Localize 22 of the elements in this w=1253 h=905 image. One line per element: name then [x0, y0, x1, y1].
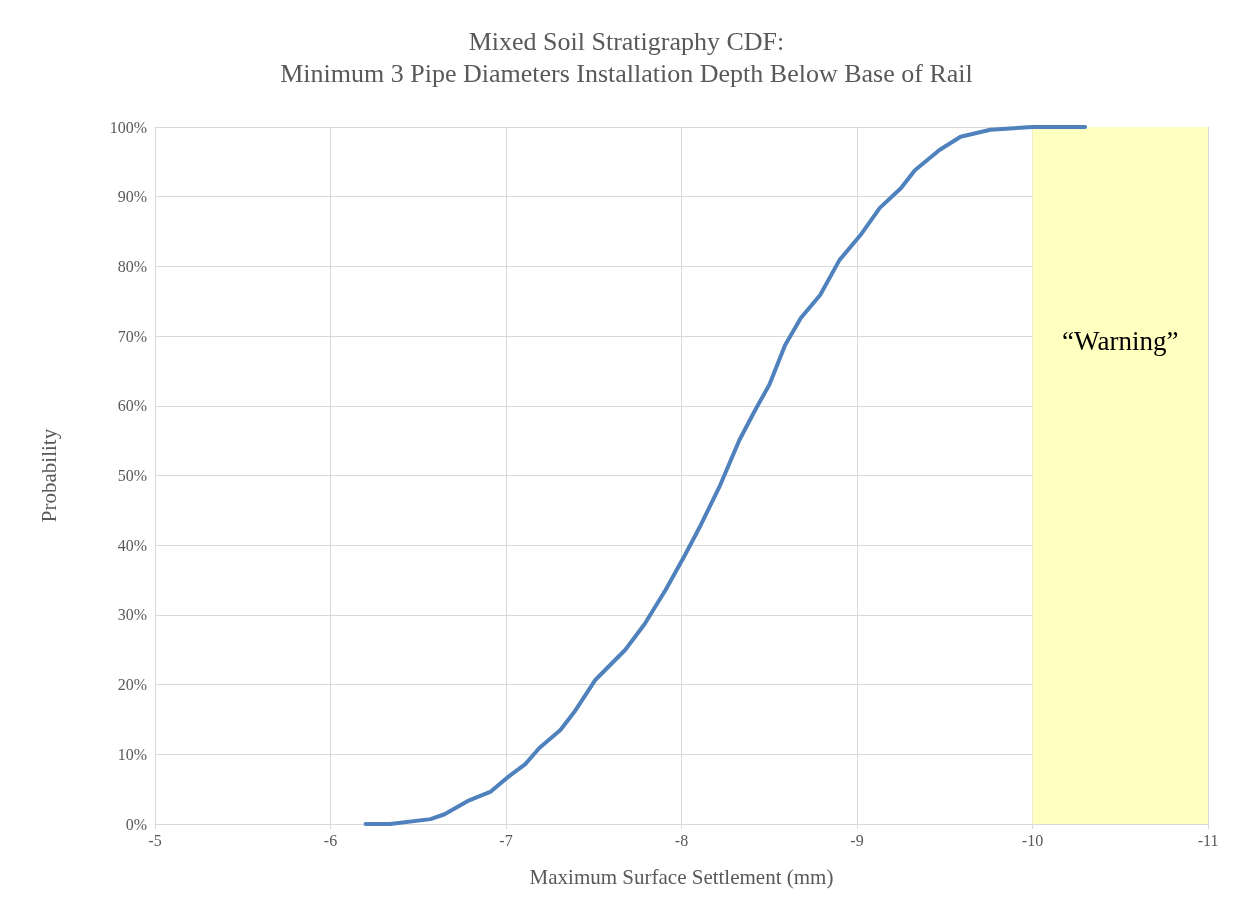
chart-title: Mixed Soil Stratigraphy CDF: Minimum 3 Pipe Diameters Installation Depth Below Base of Rail — [280, 26, 973, 88]
y-tick-label: 50% — [117, 467, 147, 484]
y-tick-label: 60% — [117, 397, 147, 415]
y-tick-label: 40% — [117, 536, 147, 554]
band-label: “Warning” — [1062, 325, 1179, 356]
x-axis-title: Maximum Surface Settlement (mm) — [529, 864, 834, 889]
x-tick-label: -7 — [499, 831, 513, 849]
y-tick-label: 90% — [117, 188, 147, 206]
y-tick-label: 70% — [117, 327, 147, 345]
x-tick-label: -9 — [850, 831, 864, 849]
y-tick-label: 10% — [117, 745, 147, 763]
x-tick-label: -11 — [1197, 831, 1219, 849]
y-axis-title: Probability — [36, 428, 61, 523]
y-tick-label: 80% — [117, 257, 147, 275]
y-tick-label: 0% — [125, 815, 147, 833]
y-tick-label: 100% — [109, 118, 147, 136]
x-tick-label: -10 — [1021, 831, 1044, 849]
x-tick-label: -5 — [148, 831, 162, 849]
y-tick-label: 20% — [117, 676, 147, 694]
x-tick-label: -8 — [674, 831, 689, 849]
x-tick-label: -6 — [323, 831, 338, 849]
y-tick-label: 30% — [117, 606, 147, 624]
